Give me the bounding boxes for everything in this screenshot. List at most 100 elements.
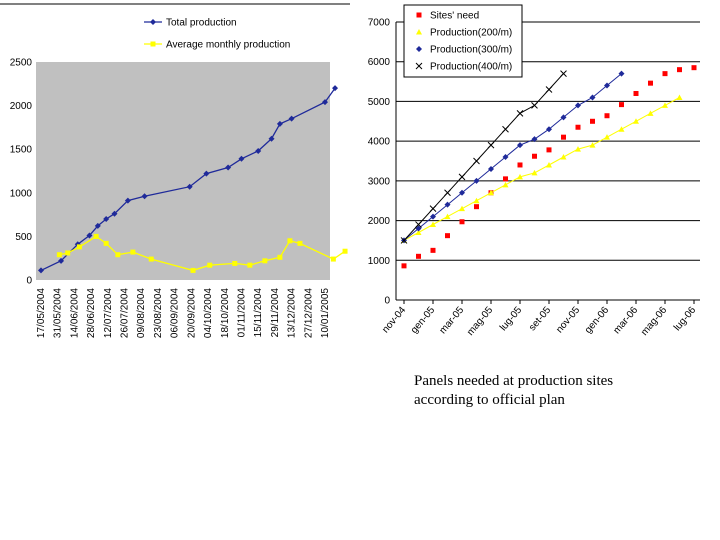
chart2-x-tick-label: mag-06 — [639, 305, 670, 338]
chart2-production-200-m-line — [403, 97, 680, 241]
chart2-legend-production-300-m-marker — [416, 46, 422, 52]
chart2-production-300-m-point — [473, 177, 480, 184]
chart2-production-400-m-point — [560, 70, 567, 77]
chart1-total-production-point — [38, 267, 44, 274]
chart1-x-tick-label: 01/11/2004 — [236, 288, 247, 338]
chart2-production-200-m-point — [662, 102, 668, 108]
chart2-sites-need-point — [517, 162, 523, 168]
chart1-average-monthly-production-point — [262, 258, 268, 264]
chart2-production-300-m-point — [560, 114, 567, 121]
chart2-production-200-m-point — [517, 173, 523, 180]
chart1-x-tick-label: 23/08/2004 — [153, 288, 164, 338]
chart1-average-monthly-production-point — [115, 252, 121, 258]
chart2-production-300-m-point — [531, 136, 538, 143]
chart2-sites-need-point — [691, 65, 697, 71]
chart2-sites-need-point — [445, 233, 450, 239]
chart1-x-tick-label: 28/06/2004 — [86, 288, 97, 338]
chart2-production-300-m-point — [575, 102, 581, 109]
chart2-production-200-m-point — [531, 169, 538, 176]
chart2-y-tick-label: 2000 — [368, 216, 391, 227]
chart2-sites-need-point — [619, 102, 624, 108]
chart1-legend-total-production-label: Total production — [166, 18, 237, 29]
chart1-total-production-point — [276, 120, 283, 127]
chart1-average-monthly-production-point — [148, 256, 154, 262]
chart2-y-axis: 0 1000 2000 3000 4000 5000 6000 7000 — [368, 18, 391, 307]
chart1-average-monthly-production-point — [56, 252, 62, 258]
chart2-x-tick-label: mag-05 — [465, 305, 496, 338]
chart2-production-300-m-point — [604, 82, 610, 89]
chart1-total-production-point — [332, 85, 339, 92]
chart2-sites-need-point — [677, 67, 682, 73]
chart2-production-300-m-line — [403, 73, 622, 241]
chart1-y-tick-label: 1500 — [10, 145, 33, 156]
chart2-production-300-m-point — [546, 126, 552, 133]
chart1-total-production-point — [124, 197, 131, 204]
chart2-x-tick-label: mar-06 — [612, 305, 641, 337]
chart1-x-tick-label: 09/08/2004 — [136, 288, 147, 338]
chart1-total-production-point — [141, 193, 148, 200]
chart1-average-monthly-production-point — [277, 254, 283, 260]
chart1-x-tick-label: 13/12/2004 — [287, 288, 298, 338]
chart2-x-tick-label: nov-05 — [554, 305, 582, 336]
chart1-y-tick-label: 0 — [26, 276, 32, 287]
chart2-legend: Sites' need Production(200/m) Production(3… — [403, 4, 523, 78]
chart1-y-axis: 0 500 1000 1500 2000 2500 — [10, 58, 33, 287]
chart2-production-400-m-point — [429, 205, 437, 213]
chart2-production-400-m-point-b — [400, 237, 408, 244]
chart1-total-production-point — [94, 222, 101, 229]
chart2-legend-sites-need-marker — [416, 12, 422, 18]
chart1-x-tick-label: 04/10/2004 — [203, 288, 214, 338]
chart2-production-400-m-point-b — [487, 141, 495, 149]
chart1-x-tick-label: 27/12/2004 — [303, 288, 314, 338]
chart2-production-200-m-point — [546, 161, 552, 168]
chart2-production-200-m-point — [459, 205, 465, 212]
chart2-caption: Panels needed at production sites accord… — [414, 372, 714, 410]
chart1-y-tick-label: 1000 — [10, 188, 33, 199]
chart1-average-monthly-production-point — [207, 262, 213, 268]
chart1-average-monthly-production-point — [330, 256, 336, 262]
chart2-production-400-m-point — [400, 237, 408, 244]
chart2-x-tick-label: nov-04 — [380, 305, 408, 336]
chart2-x-tick-label: set-05 — [527, 305, 554, 334]
chart1-x-tick-label: 26/07/2004 — [120, 288, 131, 338]
chart2-series — [400, 65, 697, 269]
chart2-production-200-m-point — [444, 213, 451, 220]
chart2-legend-production-200-m-label: Production(200/m) — [430, 28, 512, 39]
chart2-production-400-m-point-b — [545, 86, 553, 93]
chart2-y-tick-label: 3000 — [368, 176, 391, 187]
chart2-sites-need-point — [430, 247, 436, 253]
chart2-production-400-m-point — [545, 86, 553, 93]
chart2-production-300-m-point — [618, 70, 625, 77]
chart2-y-tick-label: 0 — [384, 296, 390, 307]
chart1-y-tick-label: 500 — [15, 232, 32, 243]
chart2-production-300-m-point — [502, 154, 509, 161]
chart1-x-tick-label: 20/09/2004 — [186, 288, 197, 338]
chart2-production-200-m-point — [488, 189, 494, 196]
chart1-average-monthly-production-point — [93, 233, 99, 239]
chart2-y-tick-label: 7000 — [368, 18, 391, 29]
chart2-legend-production-400-m-marker-b — [415, 62, 423, 70]
chart2-production-300-m-point — [444, 201, 451, 208]
chart2-production-400-m-point-b — [473, 157, 480, 165]
chart2-sites-need-point — [575, 124, 581, 130]
chart1-x-tick-label: 31/05/2004 — [53, 288, 64, 338]
chart2-production-300-m-point — [589, 94, 596, 101]
chart2-production-400-m-point — [487, 141, 495, 149]
chart1-legend-average-monthly-production-marker — [150, 41, 156, 47]
chart2-production-400-m-point — [516, 109, 524, 117]
chart2-x-tick-label: gen-06 — [583, 305, 612, 336]
chart2-y-tick-label: 4000 — [368, 137, 391, 148]
chart2-production-200-m-point — [647, 110, 654, 116]
chart2-x-tick-label: gen-05 — [409, 305, 438, 336]
chart2-sites-need-point — [604, 113, 610, 119]
chart2-production-200-m-point — [415, 229, 422, 235]
chart2-sites-need-point — [532, 153, 537, 159]
chart1-average-monthly-production-point — [65, 250, 71, 256]
chart2-legend-production-400-m-label: Production(400/m) — [430, 62, 512, 73]
chart1-average-monthly-production-point — [247, 262, 253, 268]
chart1-total-production-point — [238, 155, 245, 162]
chart2-production-200-m-point — [604, 134, 610, 140]
chart2-production-400-m-point — [444, 189, 451, 197]
chart1-x-tick-label: 17/05/2004 — [36, 288, 47, 338]
